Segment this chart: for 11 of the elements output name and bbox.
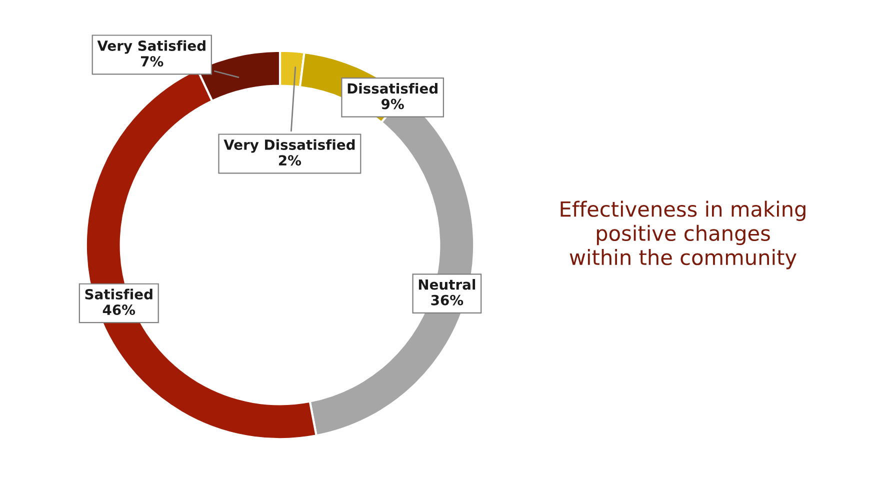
slice-label: Satisfied — [85, 288, 152, 300]
data-label: 2% — [279, 155, 302, 166]
text: Effectiveness in making positive changes within the community — [560, 200, 806, 270]
slice-label: Very Satisfied — [97, 40, 206, 54]
slice-label: Dissatisfied — [348, 82, 438, 94]
data-label: 36% — [431, 294, 464, 306]
data-label: 9% — [382, 98, 404, 110]
slice-label: Very Dissatisfied — [224, 139, 355, 153]
data-label: 46% — [102, 304, 136, 316]
data-label: 7% — [141, 56, 164, 67]
slice-label: Neutral — [418, 279, 476, 290]
